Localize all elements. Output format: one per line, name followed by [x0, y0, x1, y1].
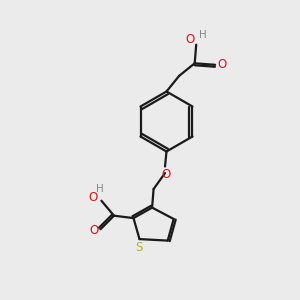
Text: H: H — [96, 184, 104, 194]
Text: O: O — [185, 33, 194, 46]
Text: O: O — [217, 58, 226, 71]
Text: O: O — [88, 190, 98, 204]
Text: O: O — [89, 224, 98, 237]
Text: S: S — [135, 241, 142, 254]
Text: H: H — [199, 30, 207, 40]
Text: O: O — [161, 168, 170, 182]
